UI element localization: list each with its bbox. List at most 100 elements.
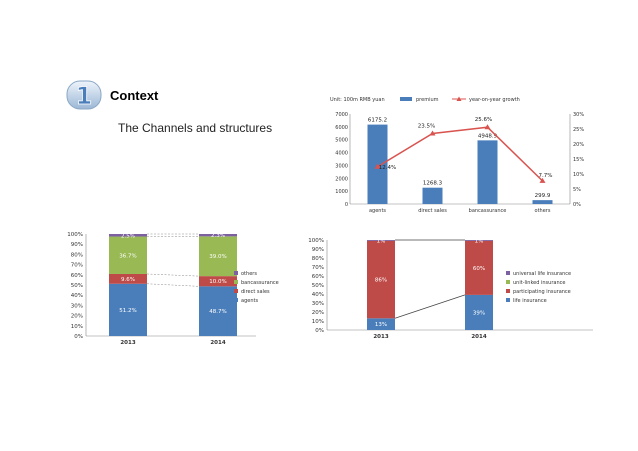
y-tick-label: 70% <box>71 263 83 269</box>
data-label-premium-direct-sales: 1268.3 <box>423 181 443 187</box>
page-title: Context <box>110 88 159 103</box>
legend-label-growth: year-on-year growth <box>469 97 520 103</box>
legend-label-direct-sales: direct sales <box>241 289 270 295</box>
legend-swatch-others <box>234 271 238 275</box>
y-tick-label: 1000 <box>335 189 348 195</box>
x-tick-label: others <box>535 208 551 214</box>
y-tick-label: 6000 <box>335 125 348 131</box>
y2-tick-label: 25% <box>573 127 584 133</box>
x-tick-label: 2014 <box>471 334 486 340</box>
data-label-universal-life-insurance-2013: 1% <box>377 238 386 244</box>
premium-by-channel-chart: Unit: 100m RMB yuan premium year-on-year g… <box>330 96 584 214</box>
series-line-growth <box>377 126 544 182</box>
y-tick-label: 90% <box>312 247 324 253</box>
data-label-growth-direct-sales: 23.5% <box>418 124 435 130</box>
legend-swatch-unit-linked-insurance <box>506 280 510 284</box>
y-tick-label: 0% <box>74 334 83 340</box>
data-label-premium-agents: 6175.2 <box>368 118 387 124</box>
legend-swatch-agents <box>234 298 238 302</box>
y-tick-label: 100% <box>67 232 83 238</box>
y-tick-label: 30% <box>71 303 83 309</box>
legend-label-unit-linked-insurance: unit-linked insurance <box>513 280 565 286</box>
y-tick-label: 60% <box>312 274 324 280</box>
y-tick-label: 10% <box>312 319 324 325</box>
legend-label-universal-life-insurance: universal life insurance <box>513 271 571 277</box>
y-tick-label: 5000 <box>335 138 348 144</box>
bar-premium-bancassurance <box>477 140 498 204</box>
point-growth-bancassurance <box>484 124 491 130</box>
legend-swatch-universal-life-insurance <box>506 271 510 275</box>
bar-others-2013 <box>109 234 147 237</box>
y-tick-label: 4000 <box>335 151 348 157</box>
legend-label-bancassurance: bancassurance <box>241 280 279 286</box>
data-label-growth-others: 7.7% <box>539 173 553 179</box>
data-label-life-insurance-2014: 39% <box>473 310 485 316</box>
y-tick-label: 50% <box>312 283 324 289</box>
bar-premium-direct-sales <box>422 187 443 204</box>
channel-structure-chart: 0% 10% 20% 30% 40% 50% 60% 70% 80% 90% 100% 51.2% 9.… <box>67 232 279 346</box>
y2-tick-label: 15% <box>573 157 584 163</box>
section-number-badge: 1 <box>66 80 102 110</box>
data-label-others-2013: 2.5% <box>121 233 135 239</box>
legend-label-others: others <box>241 271 257 277</box>
page-subtitle: The Channels and structures <box>118 121 273 135</box>
y-tick-label: 60% <box>71 273 83 279</box>
bar-life-insurance-2014 <box>465 294 493 330</box>
data-label-universal-life-insurance-2014: 1% <box>475 238 484 244</box>
y2-tick-label: 5% <box>573 187 581 193</box>
data-label-premium-others: 299.9 <box>535 193 551 199</box>
legend-swatch-bancassurance <box>234 280 238 284</box>
y2-tick-label: 20% <box>573 142 584 148</box>
y2-tick-label: 10% <box>573 172 584 178</box>
y-tick-label: 2000 <box>335 176 348 182</box>
bar-life-insurance-2013 <box>367 318 395 330</box>
series-connector-agents <box>146 283 200 287</box>
x-tick-label: 2013 <box>120 340 135 346</box>
bar-agents-2014 <box>199 286 237 336</box>
y2-tick-label: 0% <box>573 202 581 208</box>
data-label-direct-sales-2013: 9.6% <box>121 277 135 283</box>
bar-direct-sales-2014 <box>199 276 237 287</box>
series-connector-direct-sales <box>146 273 200 277</box>
y-tick-label: 100% <box>308 238 324 244</box>
series-connector-life-insurance <box>394 294 466 319</box>
y-tick-label: 0 <box>345 202 348 208</box>
point-growth-others <box>539 177 546 183</box>
data-label-agents-2014: 48.7% <box>209 309 226 315</box>
y-tick-label: 3000 <box>335 163 348 169</box>
y-tick-label: 50% <box>71 283 83 289</box>
y-tick-label: 0% <box>315 328 324 334</box>
y-tick-label: 7000 <box>335 112 348 118</box>
legend-label-life-insurance: life insurance <box>513 298 547 304</box>
bar-universal-life-insurance-2013 <box>367 240 395 241</box>
data-label-growth-agents: 12.4% <box>379 165 396 171</box>
bar-participating-insurance-2014 <box>465 240 493 295</box>
legend-swatch-premium <box>400 97 412 101</box>
y-tick-label: 40% <box>71 293 83 299</box>
data-label-participating-insurance-2014: 60% <box>473 266 485 272</box>
bar-agents-2013 <box>109 283 147 336</box>
bar-participating-insurance-2013 <box>367 240 395 319</box>
x-tick-label: direct sales <box>418 208 447 214</box>
badge-number: 1 <box>76 82 93 110</box>
data-label-participating-insurance-2013: 86% <box>375 278 387 284</box>
y-tick-label: 10% <box>71 324 83 330</box>
x-tick-label: bancassurance <box>469 208 507 214</box>
data-label-premium-bancassurance: 4948.9 <box>478 133 498 139</box>
y-tick-label: 30% <box>312 301 324 307</box>
bar-direct-sales-2013 <box>109 273 147 284</box>
y-tick-label: 70% <box>312 265 324 271</box>
legend-label-participating-insurance: participating insurance <box>513 289 571 295</box>
y2-tick-label: 30% <box>573 112 584 118</box>
legend-marker-growth <box>456 96 462 101</box>
bar-bancassurance-2014 <box>199 236 237 277</box>
legend-swatch-life-insurance <box>506 298 510 302</box>
data-label-bancassurance-2013: 36.7% <box>119 253 136 259</box>
legend-swatch-direct-sales <box>234 289 238 293</box>
legend-label-premium: premium <box>416 97 439 103</box>
legend-label-agents: agents <box>241 298 258 304</box>
data-label-others-2014: 2.3% <box>211 233 225 239</box>
data-label-bancassurance-2014: 39.0% <box>209 254 226 260</box>
bar-universal-life-insurance-2014 <box>465 240 493 241</box>
data-label-agents-2013: 51.2% <box>119 308 136 314</box>
